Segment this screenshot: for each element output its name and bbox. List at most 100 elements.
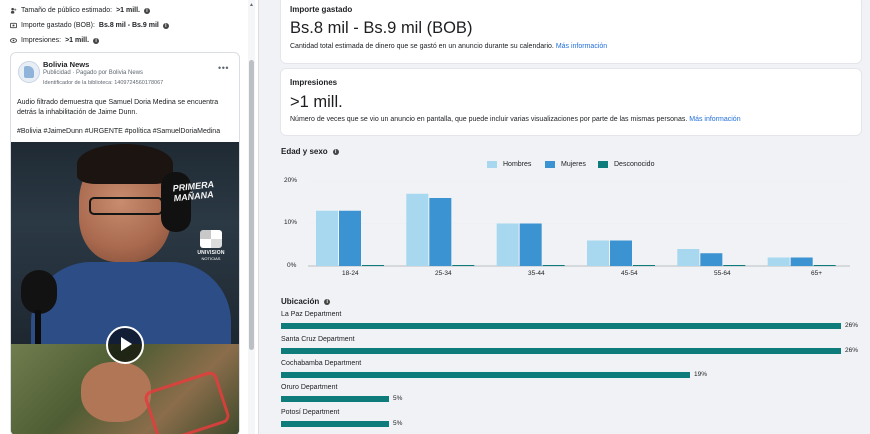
age-gender-heading: Edad y sexo i	[281, 147, 339, 156]
univision-logo-text: UNIVISION	[197, 250, 225, 256]
headphones	[161, 172, 191, 232]
info-icon[interactable]: i	[324, 298, 331, 305]
bar-hombres-45-54[interactable]	[587, 240, 609, 267]
eye-icon	[10, 38, 17, 43]
impressions-total: >1 mill.	[290, 93, 343, 111]
ad-card: Bolivia News Publicidad · Pagado por Bol…	[10, 52, 240, 434]
bar-mujeres-18-24[interactable]	[339, 210, 361, 266]
info-icon[interactable]: i	[332, 148, 339, 155]
microphone	[21, 270, 57, 314]
bar-hombres-55-64[interactable]	[677, 249, 700, 266]
microphone-arm	[35, 310, 41, 350]
impressions-value: >1 mill.	[65, 37, 90, 44]
bar-desconocido-18-24[interactable]	[362, 265, 384, 266]
page-avatar[interactable]	[18, 61, 40, 83]
legend-swatch-men	[487, 161, 497, 168]
info-icon[interactable]: i	[162, 22, 169, 29]
scroll-up-icon[interactable]: ▲	[249, 2, 254, 8]
audience-size-label: Tamaño de público estimado:	[21, 7, 113, 14]
x-tick-label: 55-64	[714, 270, 731, 277]
location-bar	[281, 396, 389, 402]
play-button[interactable]	[106, 326, 144, 364]
univision-logo-subtext: NOTICIAS	[201, 256, 221, 261]
bar-desconocido-45-54[interactable]	[633, 265, 655, 266]
amount-spent-label: Importe gastado (BOB):	[21, 22, 95, 29]
legend-item-unknown[interactable]: Desconocido	[598, 161, 654, 168]
amount-spent-total: Bs.8 mil - Bs.9 mil (BOB)	[290, 19, 473, 37]
location-bar	[281, 372, 690, 378]
amount-spent-row: Importe gastado (BOB): Bs.8 mil - Bs.9 m…	[10, 22, 169, 29]
ad-hashtags: #Bolivia #JaimeDunn #URGENTE #política #…	[17, 128, 221, 135]
ad-body-text: Audio filtrado demuestra que Samuel Dori…	[17, 99, 219, 116]
location-percent: 5%	[393, 420, 403, 427]
y-tick-label: 10%	[284, 219, 298, 226]
location-bar	[281, 421, 389, 427]
person-face	[81, 362, 151, 422]
x-tick-label: 25-34	[435, 270, 452, 277]
legend-swatch-unknown	[598, 161, 608, 168]
legend-label-women: Mujeres	[561, 161, 586, 168]
bar-desconocido-65+[interactable]	[813, 265, 836, 266]
bar-mujeres-45-54[interactable]	[610, 240, 632, 267]
card-title: Importe gastado	[290, 5, 353, 14]
bar-hombres-25-34[interactable]	[406, 193, 429, 266]
legend-label-men: Hombres	[503, 161, 532, 168]
amount-spent-card: Importe gastado Bs.8 mil - Bs.9 mil (BOB…	[280, 0, 862, 64]
more-info-link[interactable]: Más información	[689, 116, 741, 123]
x-tick-label: 65+	[811, 270, 823, 277]
bar-desconocido-55-64[interactable]	[723, 265, 746, 266]
amount-spent-value: Bs.8 mil - Bs.9 mil	[98, 22, 159, 29]
more-info-link[interactable]: Más información	[555, 43, 608, 50]
page-name[interactable]: Bolivia News	[43, 60, 90, 69]
legend-swatch-women	[545, 161, 555, 168]
location-percent: 19%	[694, 371, 708, 378]
location-bar	[281, 323, 841, 329]
location-name: Cochabamba Department	[281, 360, 362, 367]
card-description: Cantidad total estimada de dinero que se…	[290, 43, 607, 50]
location-name: Potosí Department	[281, 409, 340, 416]
scrollbar[interactable]: ▲	[248, 0, 255, 434]
univision-logo: UNIVISION NOTICIAS	[191, 230, 231, 261]
bar-hombres-35-44[interactable]	[496, 223, 519, 267]
amount-spent-description: Cantidad total estimada de dinero que se…	[290, 43, 554, 50]
bar-desconocido-25-34[interactable]	[452, 265, 475, 266]
age-gender-chart	[308, 180, 850, 267]
y-tick-label: 0%	[287, 262, 297, 269]
info-icon[interactable]: i	[93, 37, 100, 44]
glasses	[89, 197, 163, 215]
more-options-icon[interactable]: •••	[218, 63, 229, 73]
x-tick-label: 35-44	[528, 270, 545, 277]
univision-mark-icon	[200, 230, 222, 248]
stamp-graphic	[142, 369, 232, 434]
card-description: Número de veces que se vio un anuncio en…	[290, 116, 741, 123]
impressions-card: Impresiones >1 mill. Número de veces que…	[280, 68, 862, 136]
y-tick-label: 20%	[284, 177, 298, 184]
card-title: Impresiones	[290, 78, 338, 87]
legend-label-unknown: Desconocido	[614, 161, 655, 168]
location-percent: 5%	[393, 395, 403, 402]
location-name: La Paz Department	[281, 311, 342, 318]
bar-hombres-65+[interactable]	[767, 257, 790, 267]
library-id: Identificador de la biblioteca: 14097245…	[43, 80, 164, 86]
info-icon[interactable]: i	[144, 7, 150, 14]
location-title: Ubicación	[281, 297, 320, 306]
location-name: Oruro Department	[281, 384, 338, 391]
person-hair	[77, 144, 173, 184]
bar-mujeres-25-34[interactable]	[429, 198, 452, 266]
bar-hombres-18-24[interactable]	[316, 210, 338, 266]
bar-desconocido-35-44[interactable]	[542, 265, 565, 266]
ad-details-panel: Importe gastado Bs.8 mil - Bs.9 mil (BOB…	[270, 0, 870, 434]
scrollbar-thumb[interactable]	[249, 60, 254, 350]
ad-video[interactable]: PRIMERA MAÑANA UNIVISION NOTICIAS	[11, 142, 239, 434]
video-frame: PRIMERA MAÑANA UNIVISION NOTICIAS	[11, 142, 239, 352]
bar-mujeres-55-64[interactable]	[700, 253, 723, 266]
legend-item-men[interactable]: Hombres	[487, 161, 531, 168]
audience-size-row: Tamaño de público estimado: >1 mill. i	[10, 7, 150, 14]
bar-mujeres-35-44[interactable]	[519, 223, 542, 267]
bar-mujeres-65+[interactable]	[790, 257, 813, 267]
location-heading: Ubicación i	[281, 297, 331, 306]
legend-item-women[interactable]: Mujeres	[545, 161, 586, 168]
money-icon	[10, 22, 17, 29]
location-percent: 26%	[845, 347, 859, 354]
impressions-description: Número de veces que se vio un anuncio en…	[290, 116, 688, 123]
